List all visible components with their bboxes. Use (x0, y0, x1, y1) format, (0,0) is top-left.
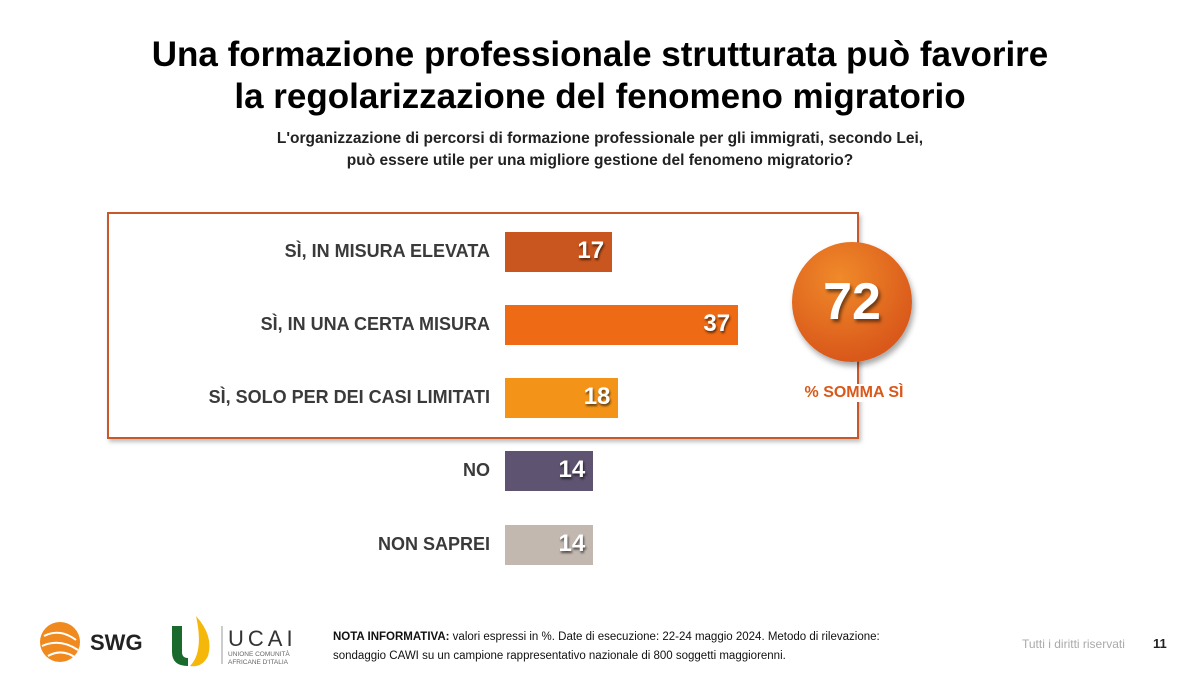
data-label: 18 (583, 383, 611, 410)
bar (505, 451, 594, 491)
category-label: SÌ, IN MISURA ELEVATA (284, 241, 490, 261)
title-line: Una formazione professionale strutturata… (151, 35, 1049, 74)
category-label: SÌ, SOLO PER DEI CASI LIMITATI (208, 387, 490, 407)
data-label: 14 (558, 456, 586, 483)
category-label: SÌ, IN UNA CERTA MISURA (260, 314, 490, 334)
category-label: NO (463, 460, 490, 480)
svg-text:UCAI: UCAI (228, 626, 297, 651)
page-title: Una formazione professionale strutturata… (0, 34, 1200, 118)
data-label: 17 (577, 237, 605, 264)
bar (505, 232, 613, 272)
svg-text:SWG: SWG (90, 630, 143, 655)
note-line-2: sondaggio CAWI su un campione rappresent… (333, 650, 786, 662)
total-yes-value: 72 (823, 273, 881, 331)
ucai-logo: UCAI UNIONE COMUNITÀ AFRICANE D'ITALIA (172, 616, 297, 667)
note-line-1: valori espressi in %. Date di esecuzione… (449, 631, 880, 643)
rights-text: Tutti i diritti riservati (1022, 637, 1125, 651)
total-yes-label: % SOMMA SÌ (790, 384, 918, 402)
svg-text:AFRICANE D'ITALIA: AFRICANE D'ITALIA (228, 659, 289, 666)
bar (505, 525, 594, 565)
data-label: 14 (558, 530, 586, 557)
bar (505, 378, 619, 418)
total-yes-circle: 72 (792, 242, 912, 362)
category-label: NON SAPREI (377, 534, 490, 554)
subtitle-line: L'organizzazione di percorsi di formazio… (276, 130, 924, 147)
question-text: L'organizzazione di percorsi di formazio… (0, 128, 1200, 172)
page-number: 11 (1153, 636, 1167, 651)
svg-text:UNIONE COMUNITÀ: UNIONE COMUNITÀ (228, 649, 290, 658)
title-line: la regolarizzazione del fenomeno migrato… (234, 77, 966, 116)
subtitle-line: può essere utile per una migliore gestio… (346, 152, 854, 169)
data-label: 37 (703, 310, 731, 337)
swg-logo: SWG (40, 622, 143, 662)
methodology-note: NOTA INFORMATIVA: valori espressi in %. … (333, 628, 880, 666)
note-label: NOTA INFORMATIVA: (333, 631, 450, 643)
bar (505, 305, 739, 345)
